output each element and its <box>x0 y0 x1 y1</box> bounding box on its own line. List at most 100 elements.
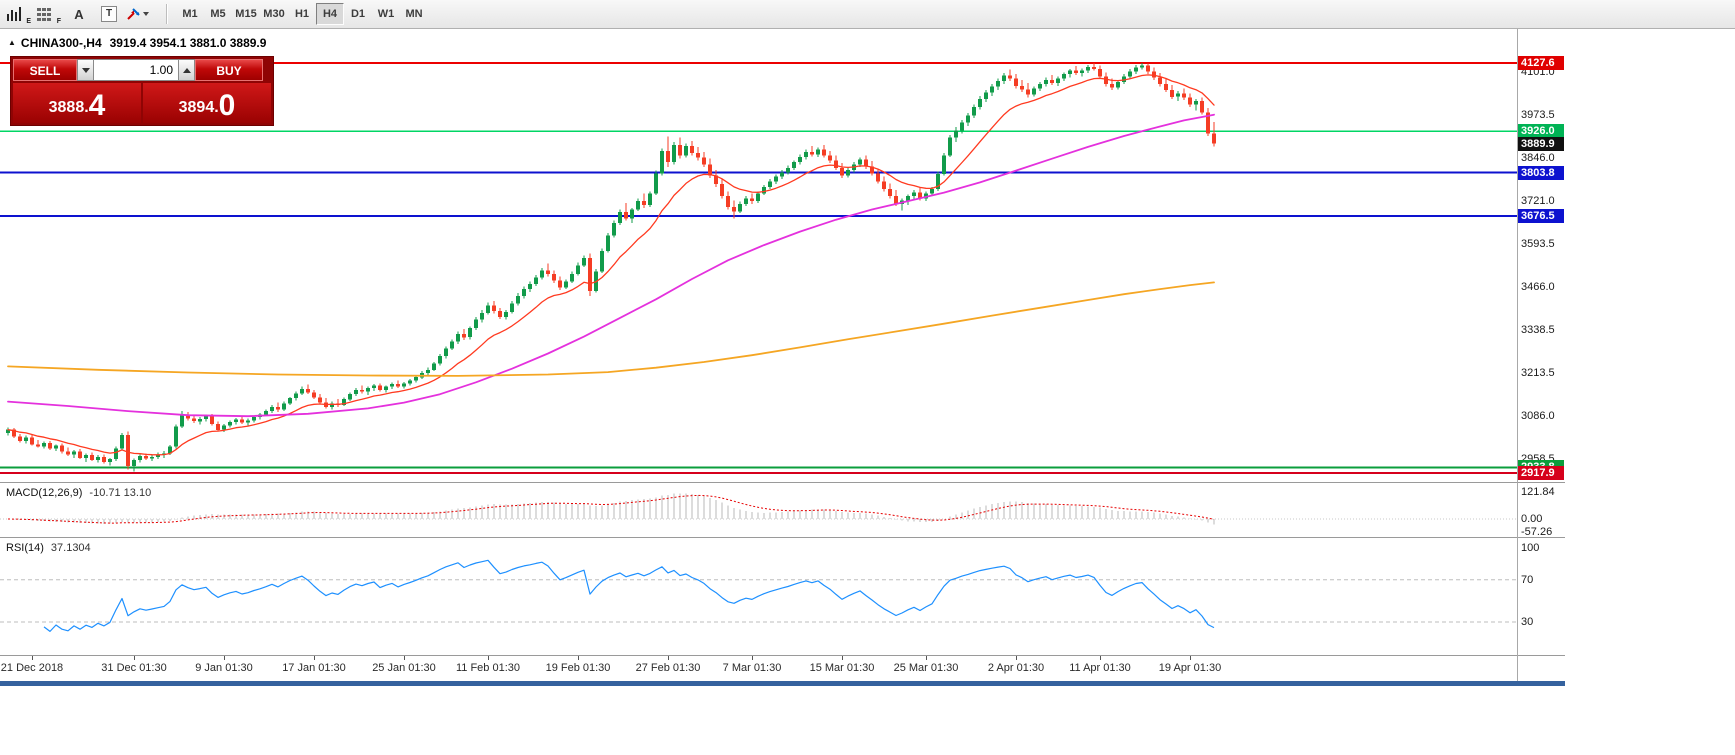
timeframe-button-m30[interactable]: M30 <box>263 8 285 20</box>
axis-label: 30 <box>1521 616 1534 628</box>
caret-up-icon <box>182 67 191 73</box>
time-tick <box>224 656 225 660</box>
time-axis[interactable]: 21 Dec 2018 31 Dec 01:30 9 Jan 01:30 17 Jan… <box>0 656 1565 681</box>
time-axis-label: 19 Apr 01:30 <box>1158 662 1222 674</box>
one-click-collapse-icon[interactable]: ▲ <box>8 38 16 47</box>
axis-label: 3338.5 <box>1521 324 1555 336</box>
pane-separator[interactable] <box>0 482 1565 483</box>
axis-label: 3466.0 <box>1521 281 1555 293</box>
pane-separator <box>0 655 1565 656</box>
time-axis-label: 25 Jan 01:30 <box>372 662 436 674</box>
rsi-label: RSI(14) 37.1304 <box>6 542 91 554</box>
timeframe-button-m5[interactable]: M5 <box>210 8 226 20</box>
time-axis-label: 21 Dec 2018 <box>0 662 64 674</box>
axis-label: 3721.0 <box>1521 195 1555 207</box>
volume-increase-button[interactable] <box>178 59 195 81</box>
timeframe-button-m1[interactable]: M1 <box>182 8 198 20</box>
text-label-icon: T <box>101 6 117 22</box>
axis-label: -57.26 <box>1521 526 1553 538</box>
macd-label: MACD(12,26,9) -10.71 13.10 <box>6 487 152 499</box>
time-tick <box>488 656 489 660</box>
caret-down-icon <box>81 67 90 73</box>
moving-averages-layer <box>7 74 1215 456</box>
main-price-chart[interactable] <box>0 29 1518 482</box>
axis-label: 3846.0 <box>1521 152 1555 164</box>
buy-button[interactable]: BUY <box>195 59 263 81</box>
grid-icon-button[interactable]: F <box>36 3 62 25</box>
bar-chart-icon <box>7 7 21 21</box>
time-axis-label: 11 Apr 01:30 <box>1069 662 1131 674</box>
price-axis[interactable]: 4101.0 3973.5 3846.0 3721.0 3593.5 3466.0 3338… <box>1518 29 1565 681</box>
sell-price-small: 3888. <box>48 99 89 116</box>
icon-sub-label: F <box>56 18 61 25</box>
timeframe-group: M1 M5 M15 M30 H1 H4 D1 W1 MN <box>176 3 428 25</box>
timeframe-button-mn[interactable]: MN <box>405 8 423 20</box>
time-tick <box>842 656 843 660</box>
time-tick <box>404 656 405 660</box>
time-axis-label: 7 Mar 01:30 <box>722 662 782 674</box>
time-axis-label: 17 Jan 01:30 <box>282 662 346 674</box>
axis-label: 70 <box>1521 574 1534 586</box>
time-tick <box>926 656 927 660</box>
axis-label: 3973.5 <box>1521 109 1555 121</box>
buy-price-display[interactable]: 3894. 0 <box>143 83 271 123</box>
rsi-indicator-chart[interactable] <box>0 539 1518 655</box>
toolbar-separator <box>166 4 168 24</box>
price-level-label: 2917.9 <box>1518 466 1564 480</box>
axis-label: 100 <box>1521 542 1540 554</box>
sell-button[interactable]: SELL <box>13 59 77 81</box>
arrows-icon <box>127 8 140 20</box>
time-axis-label: 27 Feb 01:30 <box>635 662 701 674</box>
chevron-down-icon <box>143 12 149 16</box>
timeframe-button-d1[interactable]: D1 <box>350 8 366 20</box>
chart-symbol-header: ▲ CHINA300-,H4 3919.4 3954.1 3881.0 3889.9 <box>8 36 266 50</box>
toolbar: E F A T <box>0 0 1735 29</box>
pane-separator[interactable] <box>0 537 1565 538</box>
symbol-name: CHINA300-,H4 <box>20 36 102 50</box>
time-tick <box>668 656 669 660</box>
buy-price-small: 3894. <box>178 99 219 116</box>
time-axis-label: 15 Mar 01:30 <box>809 662 875 674</box>
label-tool-button[interactable]: T <box>96 3 122 25</box>
macd-indicator-chart[interactable] <box>0 484 1518 537</box>
text-tool-button[interactable]: A <box>66 3 92 25</box>
macd-signal-line <box>7 494 1215 524</box>
volume-decrease-button[interactable] <box>77 59 94 81</box>
sell-price-display[interactable]: 3888. 4 <box>13 83 141 123</box>
time-tick <box>314 656 315 660</box>
ohlc-values: 3919.4 3954.1 3881.0 3889.9 <box>109 36 267 50</box>
buy-price-big: 0 <box>218 89 236 122</box>
time-axis-label: 9 Jan 01:30 <box>195 662 253 674</box>
timeframe-button-h4[interactable]: H4 <box>316 3 344 25</box>
price-level-label: 4127.6 <box>1518 56 1564 70</box>
time-tick <box>1190 656 1191 660</box>
rsi-line <box>43 559 1215 633</box>
time-axis-label: 19 Feb 01:30 <box>545 662 611 674</box>
time-axis-label: 31 Dec 01:30 <box>101 662 167 674</box>
chart-window[interactable]: ▲ CHINA300-,H4 3919.4 3954.1 3881.0 3889.9… <box>0 29 1565 686</box>
text-a-icon: A <box>74 6 84 22</box>
arrows-tool-button[interactable] <box>126 3 162 25</box>
volume-input[interactable] <box>94 59 178 81</box>
time-tick <box>578 656 579 660</box>
time-tick <box>1016 656 1017 660</box>
axis-label: 3086.0 <box>1521 410 1555 422</box>
window-bottom-bar <box>0 681 1565 686</box>
time-tick <box>1100 656 1101 660</box>
timeframe-button-w1[interactable]: W1 <box>377 8 395 20</box>
timeframe-button-h1[interactable]: H1 <box>294 8 310 20</box>
axis-label: 121.84 <box>1521 486 1555 498</box>
time-tick <box>752 656 753 660</box>
one-click-trading-panel: SELL BUY 3888.4 3894.0 <box>10 56 274 126</box>
price-level-label: 3676.5 <box>1518 209 1564 223</box>
price-level-label: 3889.9 <box>1518 137 1564 151</box>
icon-sub-label: E <box>26 18 31 25</box>
price-level-label: 3926.0 <box>1518 124 1564 138</box>
grid-icon <box>37 8 51 21</box>
time-tick <box>32 656 33 660</box>
timeframe-button-m15[interactable]: M15 <box>235 8 257 20</box>
time-axis-label: 2 Apr 01:30 <box>987 662 1045 674</box>
axis-label: 3213.5 <box>1521 367 1555 379</box>
bar-chart-icon-button[interactable]: E <box>6 3 32 25</box>
